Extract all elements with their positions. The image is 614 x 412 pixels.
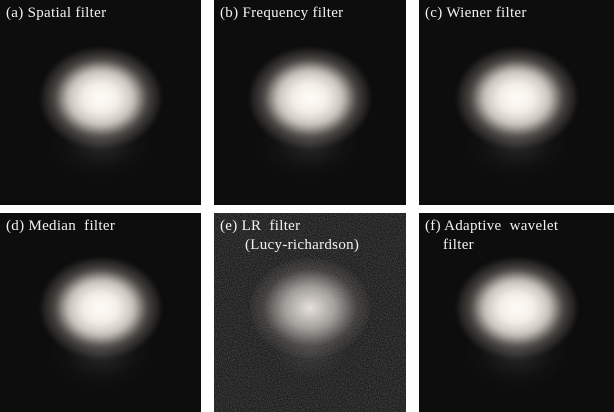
image-panel: (d) Median filter [0, 213, 201, 412]
label-line: (e) LR filter [220, 217, 359, 236]
panel-label: (b) Frequency filter [220, 4, 343, 23]
panel-label: (a) Spatial filter [6, 4, 106, 23]
bright-spot [250, 48, 370, 148]
panel-label: (d) Median filter [6, 217, 115, 236]
label-line: (b) Frequency filter [220, 4, 343, 23]
bright-spot [250, 258, 370, 358]
panel-label: (c) Wiener filter [425, 4, 527, 23]
panel-label: (e) LR filter(Lucy-richardson) [220, 217, 359, 255]
figure: (a) Spatial filter (b) Frequency filter (c… [0, 0, 614, 412]
bright-spot [41, 48, 161, 148]
label-line: (Lucy-richardson) [220, 236, 359, 255]
bright-spot [457, 258, 577, 358]
image-panel: (b) Frequency filter [214, 0, 406, 205]
label-line: (a) Spatial filter [6, 4, 106, 23]
label-line: (f) Adaptive wavelet [425, 217, 558, 236]
bright-spot [41, 258, 161, 358]
bright-spot [457, 48, 577, 148]
image-panel: (e) LR filter(Lucy-richardson) [214, 213, 406, 412]
image-panel: (c) Wiener filter [419, 0, 614, 205]
label-line: (d) Median filter [6, 217, 115, 236]
label-line: filter [425, 236, 558, 255]
label-line: (c) Wiener filter [425, 4, 527, 23]
image-panel: (a) Spatial filter [0, 0, 201, 205]
